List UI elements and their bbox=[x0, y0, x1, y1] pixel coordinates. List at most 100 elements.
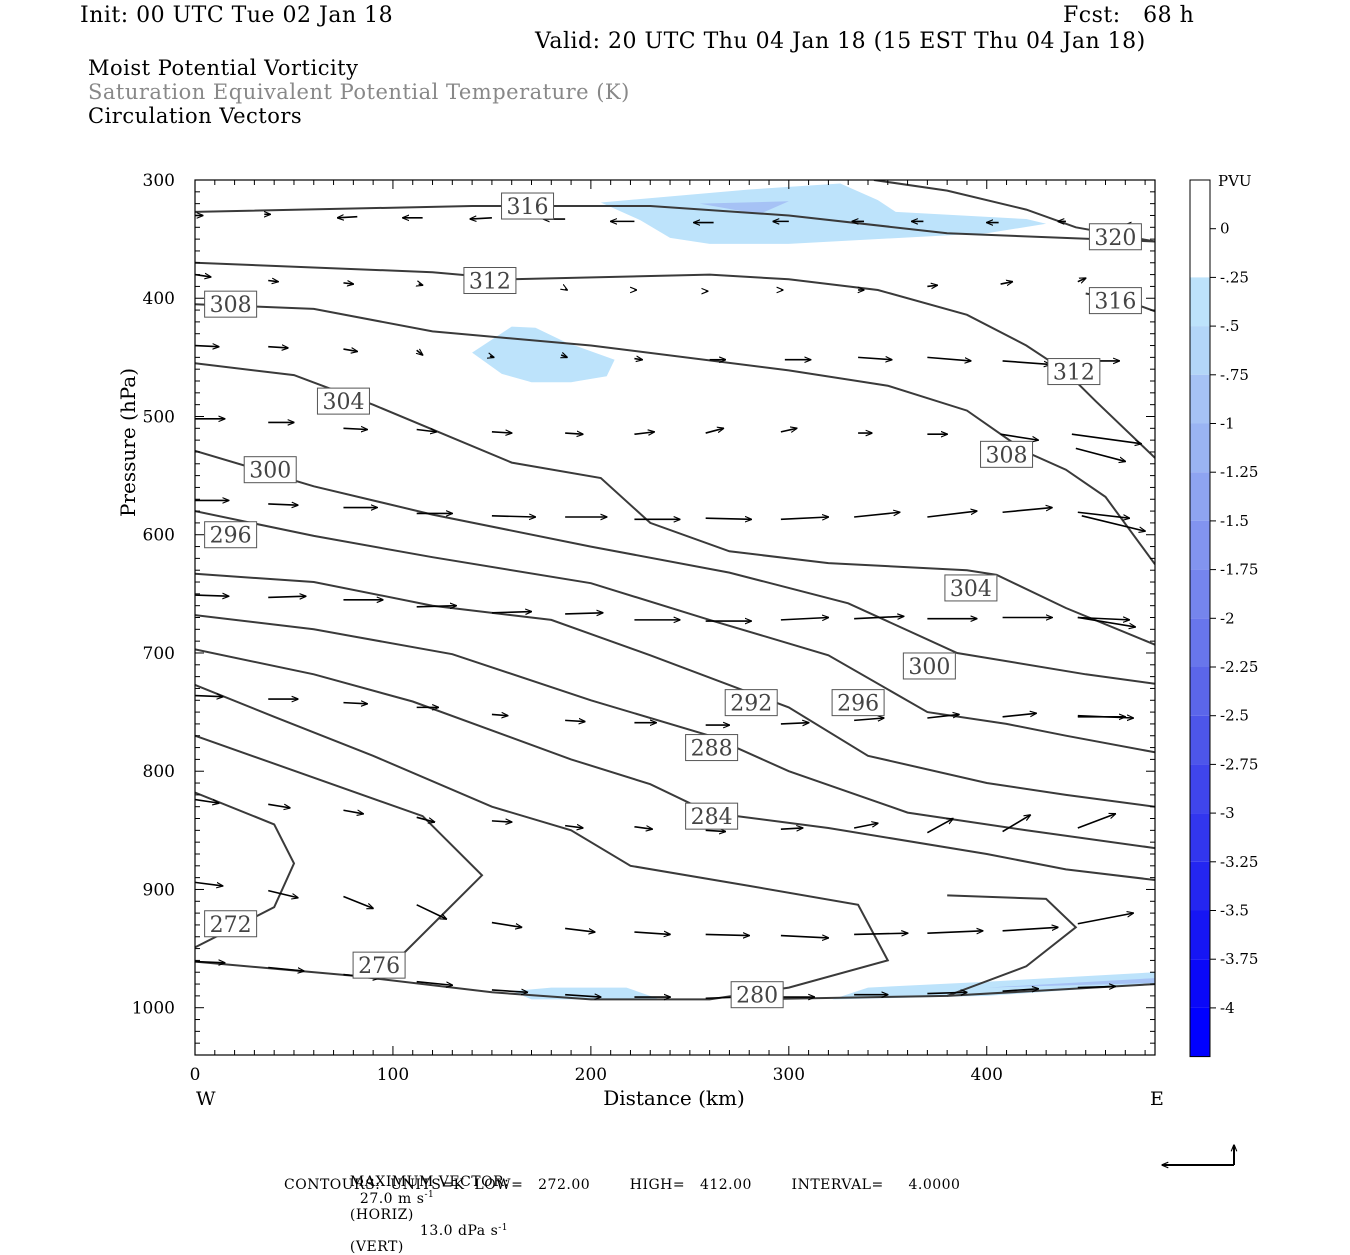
contour-label-box-0 bbox=[501, 192, 555, 220]
circulation-vector-111 bbox=[343, 895, 373, 909]
circulation-vector-68 bbox=[195, 595, 229, 596]
circulation-vector-47 bbox=[705, 428, 724, 434]
circulation-vector-55 bbox=[268, 504, 298, 505]
contour-label-box-16 bbox=[204, 910, 258, 938]
x-end-label-east: E bbox=[1150, 1088, 1164, 1110]
circulation-vector-69 bbox=[268, 596, 306, 597]
circulation-vector-87 bbox=[565, 720, 585, 721]
circulation-vector-38 bbox=[1002, 360, 1051, 365]
circulation-vector-101 bbox=[565, 826, 583, 828]
colorbar-swatch-16 bbox=[1190, 959, 1210, 1008]
circulation-vector-115 bbox=[634, 932, 670, 934]
y-axis-title: Pressure (hPa) bbox=[116, 368, 140, 517]
circulation-vector-67 bbox=[1081, 515, 1145, 531]
y-tick-label: 800 bbox=[143, 762, 175, 782]
contour-label-box-17 bbox=[352, 951, 406, 979]
init-time: Init: 00 UTC Tue 02 Jan 18 bbox=[80, 3, 394, 28]
circulation-vector-106 bbox=[926, 819, 953, 834]
colorbar-swatch-1 bbox=[1190, 228, 1210, 278]
circulation-vector-25 bbox=[1000, 282, 1013, 284]
contour-label-box-5 bbox=[1047, 358, 1101, 386]
contour-284-10 bbox=[195, 648, 1155, 881]
contour-280-14 bbox=[749, 894, 1078, 1001]
colorbar-level-label: -3.25 bbox=[1220, 853, 1258, 871]
circulation-vector-125 bbox=[416, 980, 453, 986]
circulation-vector-61 bbox=[705, 518, 752, 519]
field-title-mpv: Moist Potential Vorticity bbox=[88, 56, 359, 80]
circulation-vector-117 bbox=[780, 936, 829, 938]
colorbar-level-label: 0 bbox=[1220, 220, 1230, 238]
circulation-vector-80 bbox=[1077, 618, 1129, 620]
circulation-vector-32 bbox=[561, 355, 567, 357]
contour-label-box-10 bbox=[944, 574, 998, 602]
circulation-vector-43 bbox=[416, 429, 437, 431]
x-tick-label: 100 bbox=[377, 1065, 409, 1085]
x-axis-title: Distance (km) bbox=[603, 1086, 745, 1110]
colorbar-level-label: -1.5 bbox=[1220, 512, 1249, 530]
colorbar-swatch-13 bbox=[1190, 813, 1210, 862]
circulation-vector-108 bbox=[1077, 814, 1116, 829]
circulation-vector-110 bbox=[268, 889, 298, 898]
circulation-vector-99 bbox=[416, 816, 435, 822]
contour-label-312: 312 bbox=[469, 270, 511, 295]
contour-label-300: 300 bbox=[249, 459, 291, 484]
y-tick-label: 600 bbox=[143, 526, 175, 546]
circulation-vector-86 bbox=[491, 714, 508, 715]
vert-tail: (VERT) bbox=[349, 1239, 404, 1255]
contour-label-320: 320 bbox=[1094, 226, 1136, 251]
x-tick-label: 400 bbox=[971, 1065, 1003, 1085]
circulation-vector-116 bbox=[705, 934, 750, 935]
contour-296-7 bbox=[195, 510, 1155, 754]
circulation-vector-2 bbox=[338, 217, 358, 218]
colorbar-swatch-12 bbox=[1190, 764, 1210, 814]
circulation-vector-91 bbox=[854, 718, 884, 720]
contour-280-15 bbox=[947, 983, 1155, 997]
y-tick-label: 900 bbox=[143, 880, 175, 900]
y-tick-label: 400 bbox=[143, 289, 175, 309]
circulation-vector-119 bbox=[927, 931, 982, 933]
circulation-vector-96 bbox=[195, 798, 219, 804]
circulation-vector-132 bbox=[927, 992, 967, 993]
circulation-vector-28 bbox=[268, 347, 288, 348]
contour-label-box-9 bbox=[204, 521, 258, 549]
horiz-unit-sup: -1 bbox=[424, 1190, 435, 1200]
contour-label-288: 288 bbox=[691, 737, 733, 762]
contour-label-box-7 bbox=[980, 440, 1034, 468]
circulation-vector-105 bbox=[853, 823, 878, 829]
circulation-vector-63 bbox=[854, 512, 900, 518]
contour-316-0 bbox=[195, 205, 1155, 243]
circulation-vector-16 bbox=[343, 283, 353, 284]
colorbar-level-label: -1.25 bbox=[1220, 463, 1258, 481]
circulation-vector-44 bbox=[491, 432, 512, 433]
colorbar-level-label: -2 bbox=[1220, 609, 1235, 627]
circulation-vector-52 bbox=[1075, 447, 1125, 461]
footer-contours: CONTOURS: UNITS=K LOW= 272.00 HIGH= 412.… bbox=[284, 1177, 961, 1193]
colorbar-level-label: -.75 bbox=[1220, 366, 1249, 384]
contour-280-11 bbox=[195, 683, 890, 1001]
circulation-vector-113 bbox=[491, 921, 522, 928]
colorbar-swatch-5 bbox=[1190, 423, 1210, 473]
colorbar-level-label: -4 bbox=[1220, 999, 1235, 1017]
contour-label-box-4 bbox=[204, 290, 258, 318]
circulation-vector-102 bbox=[634, 827, 652, 829]
contour-label-296: 296 bbox=[837, 692, 879, 717]
contour-label-box-15 bbox=[685, 802, 739, 830]
colorbar-level-label: -.5 bbox=[1220, 317, 1239, 335]
contour-label-box-14 bbox=[685, 734, 739, 762]
circulation-vector-114 bbox=[565, 927, 595, 932]
circulation-vector-126 bbox=[491, 990, 528, 992]
circulation-vector-127 bbox=[565, 995, 601, 997]
circulation-vector-107 bbox=[1002, 815, 1031, 833]
x-tick-label: 0 bbox=[190, 1065, 201, 1085]
contour-label-box-3 bbox=[1088, 287, 1142, 315]
max-vector-label: MAXIMUM VECTOR: bbox=[349, 1174, 510, 1190]
y-tick-label: 300 bbox=[143, 171, 175, 191]
contour-label-box-2 bbox=[463, 267, 517, 295]
circulation-vector-109 bbox=[195, 881, 223, 886]
contour-label-300: 300 bbox=[908, 655, 950, 680]
contour-label-308: 308 bbox=[986, 443, 1028, 468]
colorbar-swatch-11 bbox=[1190, 715, 1210, 765]
circulation-vector-71 bbox=[416, 606, 457, 607]
circulation-vector-112 bbox=[416, 904, 447, 919]
circulation-vector-37 bbox=[927, 356, 971, 361]
